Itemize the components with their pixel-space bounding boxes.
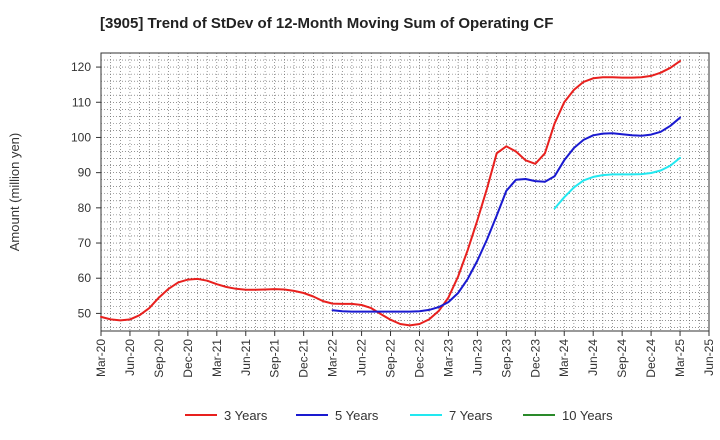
x-tick-label: Sep-21: [268, 339, 282, 378]
x-tick-label: Mar-21: [210, 339, 224, 377]
y-tick-label: 60: [78, 271, 92, 285]
x-tick-label: Jun-22: [355, 339, 369, 376]
x-tick-label: Jun-23: [470, 339, 484, 376]
legend-label-7-years: 7 Years: [449, 408, 493, 423]
y-tick-label: 90: [78, 166, 92, 180]
x-tick-label: Mar-20: [94, 339, 108, 377]
x-tick-label: Sep-20: [152, 339, 166, 378]
legend-label-10-years: 10 Years: [562, 408, 613, 423]
x-tick-label: Jun-21: [239, 339, 253, 376]
y-axis-title: Amount (million yen): [7, 133, 22, 252]
series-line-3-years: [100, 60, 681, 327]
legend-label-3-years: 3 Years: [224, 408, 268, 423]
y-tick-label: 100: [71, 130, 91, 144]
chart-title: [3905] Trend of StDev of 12-Month Moving…: [100, 15, 553, 32]
legend-label-5-years: 5 Years: [335, 408, 379, 423]
legend: 3 Years 5 Years 7 Years 10 Years: [185, 408, 613, 423]
plot-frame: [100, 52, 710, 332]
x-tick-label: Sep-23: [499, 339, 513, 378]
x-tick-label: Sep-24: [615, 339, 629, 378]
x-tick-label: Dec-22: [412, 339, 426, 378]
x-tick-label: Mar-23: [441, 339, 455, 377]
x-tick-label: Jun-20: [123, 339, 137, 376]
x-tick-label: Mar-22: [326, 339, 340, 377]
x-tick-label: Dec-20: [181, 339, 195, 378]
y-tick-label: 120: [71, 60, 91, 74]
x-tick-label: Jun-24: [586, 339, 600, 376]
x-tick-label: Dec-21: [297, 339, 311, 378]
x-tick-label: Sep-22: [384, 339, 398, 378]
x-tick-label: Mar-24: [557, 339, 571, 377]
y-tick-label: 70: [78, 236, 92, 250]
series-line-5-years: [331, 116, 681, 313]
series-line-7-years: [553, 156, 681, 210]
y-tick-label: 110: [72, 95, 91, 109]
y-tick-label: 50: [78, 306, 92, 320]
x-tick-label: Dec-23: [528, 339, 542, 378]
y-tick-label: 80: [78, 201, 92, 215]
plot-area: 50 60 70 80 90 100 110 120 Mar-20 Jun-20 Sep-20 Dec…: [71, 52, 716, 378]
x-tick-label: Mar-25: [673, 339, 687, 377]
x-tick-label: Dec-24: [644, 339, 658, 378]
x-tick-label: Jun-25: [702, 339, 716, 376]
